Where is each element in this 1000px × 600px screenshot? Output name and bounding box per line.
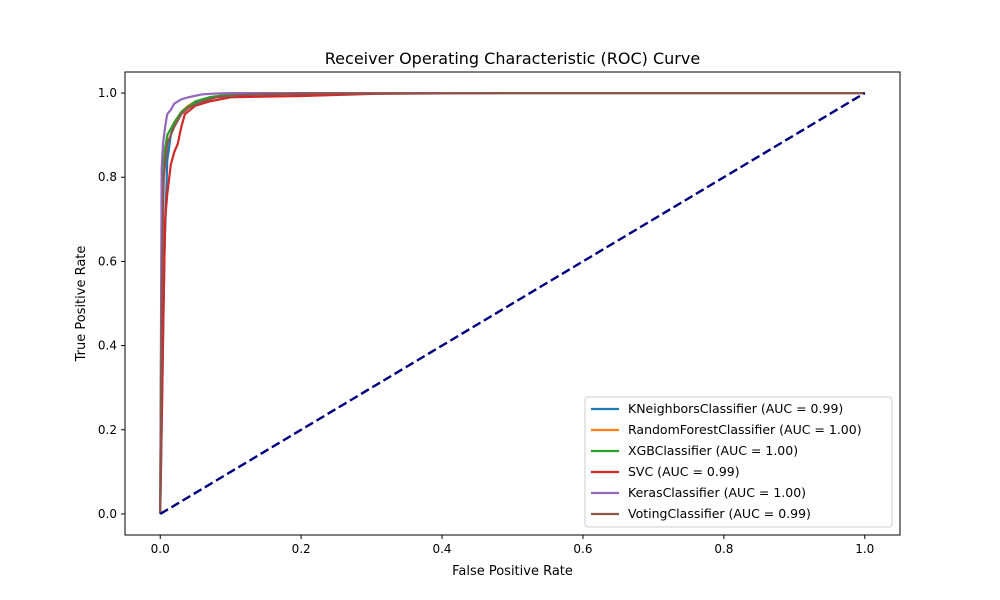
y-axis-ticks: 0.0 0.2 0.4 0.6 0.8 1.0 [98, 86, 125, 521]
series-line-4 [159, 91, 865, 514]
legend-label-2: XGBClassifier (AUC = 1.00) [628, 443, 798, 458]
axes-frame [124, 71, 901, 536]
x-axis-ticks: 0.0 0.2 0.4 0.6 0.8 1.0 [151, 535, 874, 556]
series-line-5 [159, 91, 865, 514]
diagonal-reference [159, 92, 866, 515]
y-axis-label: True Positive Rate [74, 246, 89, 363]
legend-label-5: VotingClassifier (AUC = 0.99) [628, 506, 811, 521]
y-tick-label: 0.4 [98, 339, 117, 353]
legend: KNeighborsClassifier (AUC = 0.99) RandomF… [584, 396, 893, 528]
legend-box [584, 396, 893, 528]
legend-label-0: KNeighborsClassifier (AUC = 0.99) [628, 401, 843, 416]
series-line-3 [159, 91, 865, 514]
x-tick-label: 0.4 [432, 542, 451, 556]
y-tick-label: 0.0 [98, 507, 117, 521]
x-tick-label: 0.6 [573, 542, 592, 556]
y-tick-label: 0.2 [98, 423, 117, 437]
legend-label-4: KerasClassifier (AUC = 1.00) [628, 485, 806, 500]
legend-label-3: SVC (AUC = 0.99) [628, 464, 740, 479]
x-tick-label: 1.0 [855, 542, 874, 556]
x-axis-label: False Positive Rate [452, 564, 573, 579]
y-tick-label: 0.8 [98, 170, 117, 184]
y-tick-label: 0.6 [98, 254, 117, 268]
x-tick-label: 0.0 [151, 542, 170, 556]
x-tick-label: 0.8 [714, 542, 733, 556]
legend-label-1: RandomForestClassifier (AUC = 1.00) [628, 422, 862, 437]
series-lines [159, 91, 865, 514]
x-tick-label: 0.2 [292, 542, 311, 556]
y-tick-label: 1.0 [98, 86, 117, 100]
chart-title: Receiver Operating Characteristic (ROC) … [325, 49, 700, 68]
diagonal-line [159, 92, 866, 515]
